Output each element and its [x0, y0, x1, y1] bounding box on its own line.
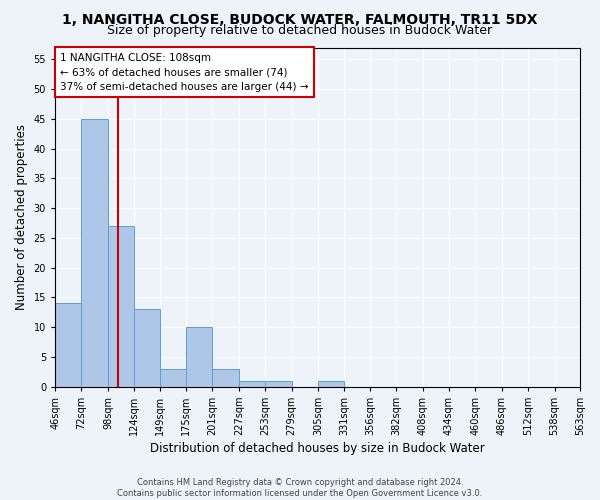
Text: Size of property relative to detached houses in Budock Water: Size of property relative to detached ho… — [107, 24, 493, 37]
Bar — [134, 309, 160, 386]
Bar — [265, 380, 292, 386]
Bar — [239, 380, 265, 386]
X-axis label: Distribution of detached houses by size in Budock Water: Distribution of detached houses by size … — [150, 442, 485, 455]
Text: 1, NANGITHA CLOSE, BUDOCK WATER, FALMOUTH, TR11 5DX: 1, NANGITHA CLOSE, BUDOCK WATER, FALMOUT… — [62, 12, 538, 26]
Bar — [108, 226, 134, 386]
Y-axis label: Number of detached properties: Number of detached properties — [15, 124, 28, 310]
Bar — [186, 327, 212, 386]
Bar — [318, 380, 344, 386]
Bar — [212, 368, 239, 386]
Text: 1 NANGITHA CLOSE: 108sqm
← 63% of detached houses are smaller (74)
37% of semi-d: 1 NANGITHA CLOSE: 108sqm ← 63% of detach… — [61, 52, 309, 92]
Bar — [160, 368, 186, 386]
Bar — [82, 119, 108, 386]
Bar — [55, 304, 82, 386]
Text: Contains HM Land Registry data © Crown copyright and database right 2024.
Contai: Contains HM Land Registry data © Crown c… — [118, 478, 482, 498]
